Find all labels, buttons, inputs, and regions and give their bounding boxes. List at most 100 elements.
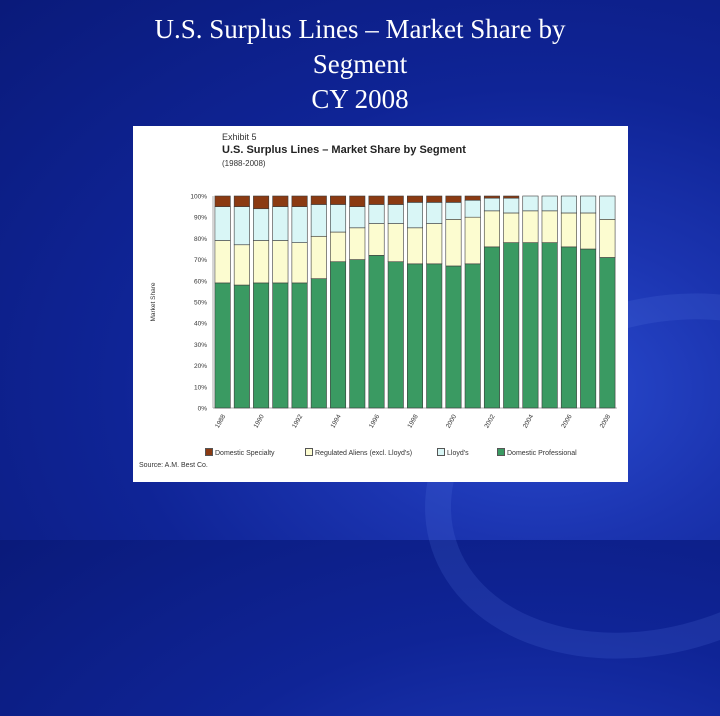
- bar-segment-regulated-aliens-excl-lloyd-s-1994: [330, 231, 347, 263]
- legend-swatch: [437, 448, 445, 456]
- bar-segment-domestic-specialty-1993: [310, 195, 327, 205]
- x-tick-label: 1988: [214, 413, 227, 429]
- x-tick-label: 2004: [522, 413, 535, 429]
- slide-title-line-2: Segment: [312, 49, 408, 79]
- y-tick-label: 60%: [194, 278, 207, 285]
- chart-panel: Exhibit 5 U.S. Surplus Lines – Market Sh…: [133, 126, 628, 482]
- bar-segment-domestic-specialty-1991: [272, 195, 289, 207]
- bar-segment-regulated-aliens-excl-lloyd-s-2001: [464, 216, 481, 265]
- bar-segment-regulated-aliens-excl-lloyd-s-1990: [253, 240, 270, 284]
- bar-segment-regulated-aliens-excl-lloyd-s-1992: [291, 242, 308, 284]
- bar-segment-lloyd-s-2001: [464, 199, 481, 218]
- bar-segment-domestic-professional-2007: [580, 248, 597, 409]
- bar-segment-domestic-specialty-1996: [368, 195, 385, 205]
- bar-segment-domestic-specialty-1990: [253, 195, 270, 210]
- legend-item: Domestic Professional: [497, 448, 577, 457]
- bar-segment-regulated-aliens-excl-lloyd-s-1995: [349, 227, 366, 260]
- x-tick-label: 2008: [599, 413, 612, 429]
- bar-segment-regulated-aliens-excl-lloyd-s-1997: [387, 223, 404, 263]
- y-tick-label: 100%: [190, 194, 207, 201]
- bar-segment-regulated-aliens-excl-lloyd-s-2004: [522, 210, 539, 243]
- bar-segment-domestic-specialty-2000: [445, 195, 462, 203]
- bar-segment-regulated-aliens-excl-lloyd-s-2005: [541, 210, 558, 243]
- bar-segment-regulated-aliens-excl-lloyd-s-1996: [368, 223, 385, 256]
- bar-segment-lloyd-s-1988: [214, 206, 231, 241]
- bar-segment-domestic-professional-2008: [599, 257, 616, 409]
- stacked-bar-chart: Market Share 0% 10% 20% 30% 40% 50% 60% 70% 80% 90…: [150, 194, 617, 430]
- bar-segment-lloyd-s-2002: [483, 197, 500, 212]
- bar-segment-domestic-specialty-1989: [233, 195, 250, 207]
- bar-segment-domestic-professional-2001: [464, 263, 481, 409]
- bar-segment-regulated-aliens-excl-lloyd-s-2008: [599, 219, 616, 258]
- y-axis-label: Market Share: [150, 282, 157, 321]
- bar-segment-lloyd-s-2005: [541, 195, 558, 212]
- bar-segment-lloyd-s-1998: [407, 202, 423, 229]
- legend-label: Domestic Professional: [507, 450, 577, 457]
- bar-segment-regulated-aliens-excl-lloyd-s-1989: [233, 244, 250, 286]
- bar-segment-lloyd-s-1991: [272, 206, 289, 241]
- exhibit-label: Exhibit 5: [222, 132, 257, 142]
- bar-segment-domestic-professional-1996: [368, 255, 385, 409]
- chart-title: U.S. Surplus Lines – Market Share by Seg…: [222, 144, 466, 156]
- legend-item: Lloyd's: [437, 448, 469, 457]
- legend-swatch: [497, 448, 505, 456]
- bar-segment-lloyd-s-1995: [349, 206, 366, 229]
- bar-segment-regulated-aliens-excl-lloyd-s-1999: [426, 223, 443, 265]
- x-tick-label: 2000: [445, 413, 458, 429]
- legend-item: Domestic Specialty: [205, 448, 275, 457]
- y-tick-label: 50%: [194, 300, 207, 307]
- bar-segment-lloyd-s-1999: [426, 202, 443, 224]
- bar-segment-domestic-specialty-2003: [503, 195, 520, 199]
- bar-segment-domestic-professional-1998: [407, 263, 423, 409]
- bar-segment-domestic-professional-1991: [272, 282, 289, 409]
- bar-segment-domestic-professional-1997: [387, 261, 404, 409]
- bar-segment-domestic-professional-2000: [445, 265, 462, 409]
- bar-segment-lloyd-s-1997: [387, 204, 404, 224]
- bar-segment-domestic-specialty-1988: [214, 195, 231, 207]
- slide-title-line-1: U.S. Surplus Lines – Market Share by: [154, 14, 566, 44]
- bar-segment-domestic-professional-2005: [541, 242, 558, 409]
- bar-segment-domestic-professional-1995: [349, 259, 366, 409]
- bar-segment-domestic-professional-2006: [560, 246, 577, 409]
- bar-segment-lloyd-s-1996: [368, 204, 385, 224]
- bar-segment-domestic-professional-1994: [330, 261, 347, 409]
- bar-segment-lloyd-s-1992: [291, 206, 308, 243]
- bar-segment-domestic-professional-1990: [253, 282, 270, 409]
- bar-segment-domestic-professional-1993: [310, 278, 327, 409]
- bar-segment-lloyd-s-2006: [560, 195, 577, 214]
- bar-segment-domestic-professional-1992: [291, 282, 308, 409]
- y-tick-label: 20%: [194, 363, 207, 370]
- bar-segment-lloyd-s-1990: [253, 208, 270, 241]
- slide-title-line-3: CY 2008: [311, 84, 409, 114]
- bar-segment-lloyd-s-2003: [503, 197, 520, 214]
- y-tick-label: 30%: [194, 342, 207, 349]
- bar-segment-regulated-aliens-excl-lloyd-s-2000: [445, 219, 462, 267]
- bar-segment-regulated-aliens-excl-lloyd-s-2007: [580, 212, 597, 250]
- chart-source: Source: A.M. Best Co.: [139, 462, 208, 469]
- x-tick-label: 1996: [368, 413, 381, 429]
- x-tick-label: 1998: [406, 413, 419, 429]
- legend-swatch: [305, 448, 313, 456]
- bar-segment-domestic-professional-1999: [426, 263, 443, 409]
- bar-segment-domestic-specialty-1994: [330, 195, 347, 205]
- y-tick-label: 70%: [194, 257, 207, 264]
- legend-item: Regulated Aliens (excl. Lloyd's): [305, 448, 412, 457]
- chart-subtitle: (1988-2008): [222, 159, 266, 168]
- x-tick-label: 1994: [329, 413, 342, 429]
- legend-label: Regulated Aliens (excl. Lloyd's): [315, 450, 413, 457]
- x-tick-label: 2006: [560, 413, 573, 429]
- legend-label: Domestic Specialty: [215, 450, 275, 457]
- bar-segment-domestic-professional-2002: [483, 246, 500, 409]
- bar-segment-regulated-aliens-excl-lloyd-s-1988: [214, 240, 231, 284]
- bar-segment-regulated-aliens-excl-lloyd-s-1991: [272, 240, 289, 284]
- bar-segment-domestic-specialty-2002: [483, 195, 500, 199]
- bar-segment-lloyd-s-1994: [330, 204, 347, 233]
- legend-label: Lloyd's: [447, 450, 469, 457]
- chart-legend: Domestic Specialty Regulated Aliens (excl…: [205, 448, 625, 460]
- bar-segment-lloyd-s-1989: [233, 206, 250, 246]
- y-tick-label: 90%: [194, 215, 207, 222]
- bar-segment-domestic-specialty-1999: [426, 195, 443, 203]
- bar-segment-domestic-professional-1988: [214, 282, 231, 409]
- bar-segment-domestic-professional-2003: [503, 242, 520, 409]
- bar-segment-regulated-aliens-excl-lloyd-s-2003: [503, 212, 520, 243]
